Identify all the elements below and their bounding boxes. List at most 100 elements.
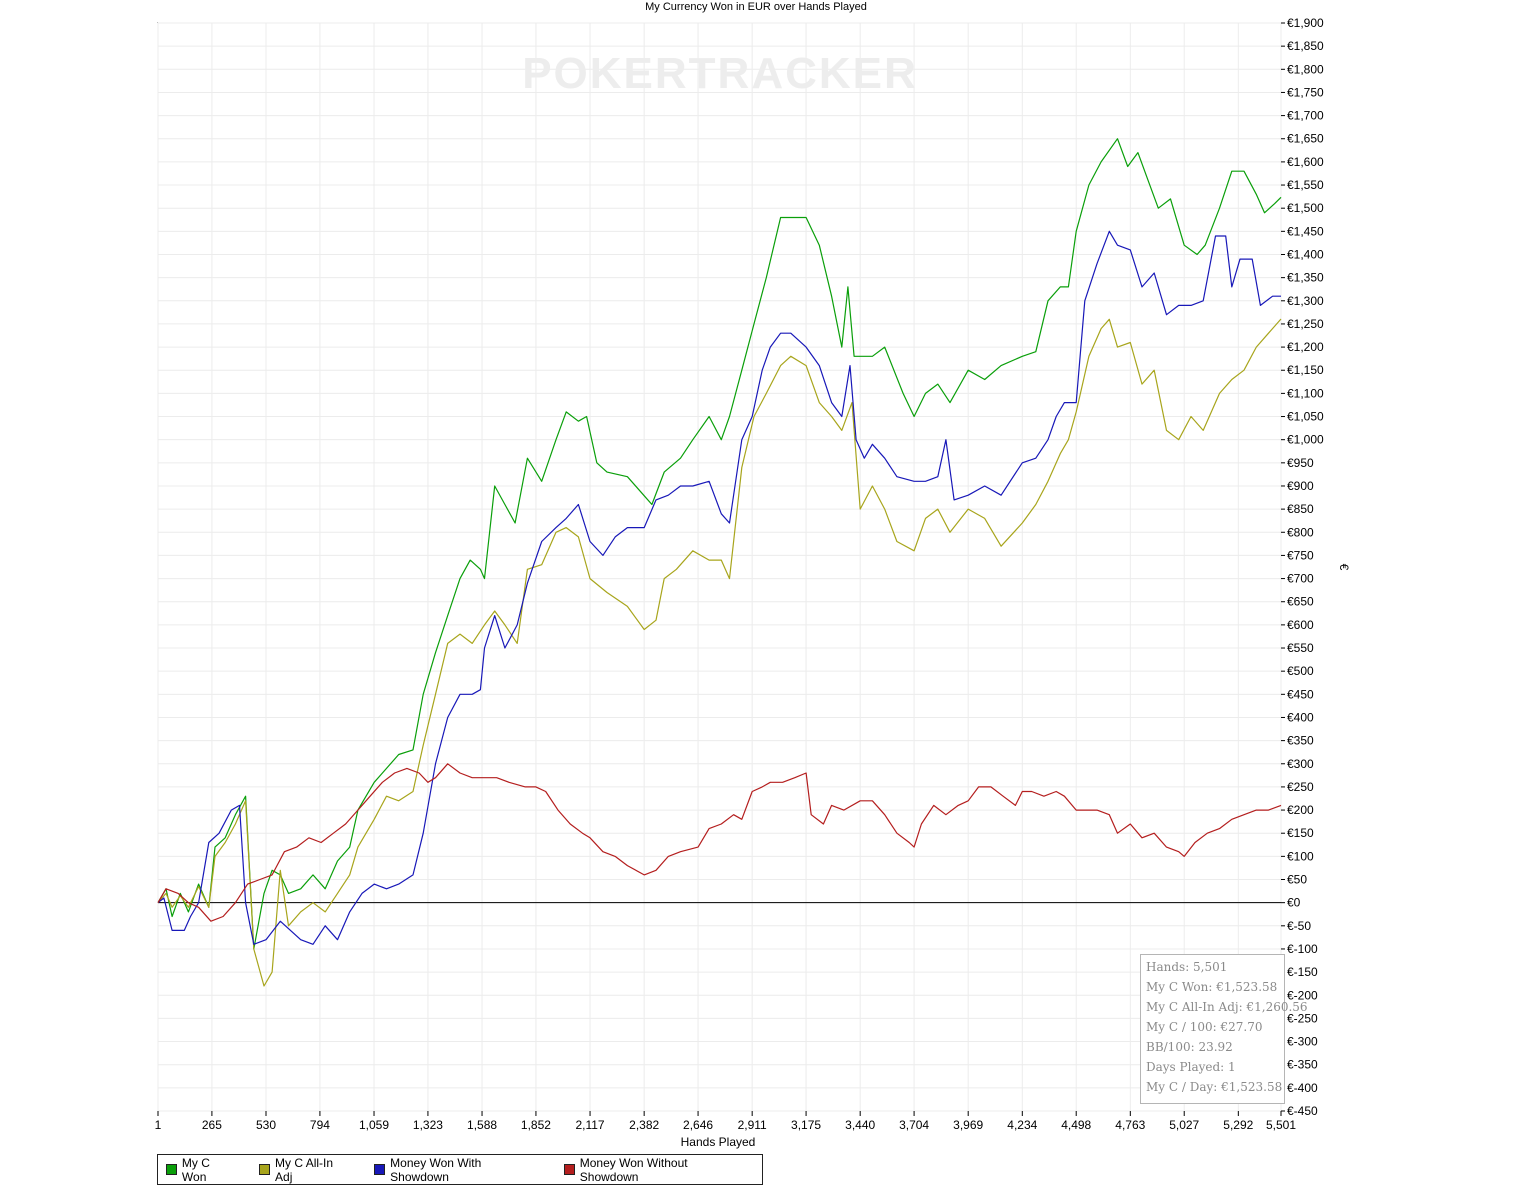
y-tick-label: €1,550 [1287,178,1324,192]
y-tick-label: €1,150 [1287,363,1324,377]
x-tick-label: 3,175 [791,1118,821,1132]
series-group [157,138,1282,987]
legend-swatch [259,1164,271,1175]
legend: My C Won My C All-In Adj Money Won With … [157,1154,763,1185]
x-tick-label: 3,704 [899,1118,929,1132]
y-tick-label: €600 [1287,618,1314,632]
x-tick-label: 4,498 [1061,1118,1091,1132]
y-tick-label: €200 [1287,803,1314,817]
x-tick-label: 1,059 [359,1118,389,1132]
stat-all-in-adj: My C All-In Adj: €1,260.56 [1146,1000,1308,1014]
y-tick-label: €950 [1287,456,1314,470]
stat-per-day: My C / Day: €1,523.58 [1146,1080,1283,1094]
y-tick-label: €-350 [1287,1058,1318,1072]
stat-hands: Hands: 5,501 [1146,960,1228,974]
y-tick-label: €1,800 [1287,62,1324,76]
x-axis: 1 265 530 794 1,059 1,323 1,588 1,852 2,117 2,382… [155,1111,1296,1132]
series-line-0 [157,138,1282,950]
y-tick-label: €1,700 [1287,109,1324,123]
y-tick-label: €350 [1287,734,1314,748]
y-tick-label: €300 [1287,757,1314,771]
y-tick-label: €-250 [1287,1011,1318,1025]
y-tick-label: €450 [1287,687,1314,701]
y-tick-label: €100 [1287,849,1314,863]
y-tick-label: €750 [1287,548,1314,562]
x-tick-label: 5,292 [1223,1118,1253,1132]
y-tick-label: €1,100 [1287,386,1324,400]
x-tick-label: 1 [155,1118,162,1132]
x-tick-label: 5,501 [1266,1118,1296,1132]
x-tick-label: 2,646 [683,1118,713,1132]
x-tick-label: 3,440 [845,1118,875,1132]
stat-per-100: My C / 100: €27.70 [1146,1020,1263,1034]
x-tick-label: 1,323 [413,1118,443,1132]
y-tick-label: €1,750 [1287,85,1324,99]
y-tick-label: €500 [1287,664,1314,678]
y-tick-label: €550 [1287,641,1314,655]
x-tick-label: 5,027 [1169,1118,1199,1132]
x-tick-label: 1,852 [521,1118,551,1132]
stat-days-played: Days Played: 1 [1146,1060,1236,1074]
legend-label: Money Won Without Showdown [579,1155,688,1184]
x-tick-label: 794 [310,1118,330,1132]
y-tick-label: €-50 [1287,919,1311,933]
y-tick-label: €-400 [1287,1081,1318,1095]
y-tick-label: €1,000 [1287,433,1324,447]
x-tick-label: 2,117 [575,1118,604,1132]
y-tick-label: €1,500 [1287,201,1324,215]
chart-title: My Currency Won in EUR over Hands Played [645,1,867,13]
y-tick-label: €250 [1287,780,1314,794]
legend-item-without-showdown[interactable]: Money Won Without Showdown [563,1155,748,1184]
y-tick-label: €1,850 [1287,39,1324,53]
x-tick-label: 3,969 [953,1118,983,1132]
stat-bb-100: BB/100: 23.92 [1146,1040,1233,1054]
y-axis: €-450 €-400 €-350 €-300 €-250 €-200 €-150 €-100… [1281,16,1324,1118]
y-tick-label: €1,650 [1287,132,1324,146]
series-line-3 [157,763,1282,922]
y-tick-label: €850 [1287,502,1314,516]
x-axis-label: Hands Played [681,1135,756,1149]
pokertracker-watermark: POKERTRACKER [522,49,918,98]
plot-area [157,22,1282,1112]
legend-swatch [374,1164,386,1175]
legend-swatch [563,1164,575,1175]
y-tick-label: €1,450 [1287,224,1324,238]
legend-swatch [166,1164,177,1175]
x-tick-label: 265 [202,1118,222,1132]
y-tick-label: €700 [1287,572,1314,586]
y-tick-label: €-150 [1287,965,1318,979]
x-tick-label: 530 [256,1118,276,1132]
y-tick-label: €1,350 [1287,271,1324,285]
y-tick-label: €-200 [1287,988,1318,1002]
y-tick-label: €150 [1287,826,1314,840]
series-line-2 [157,230,1281,945]
x-tick-label: 2,911 [738,1118,767,1132]
y-tick-label: €-100 [1287,942,1318,956]
x-tick-label: 4,234 [1007,1118,1037,1132]
x-tick-label: 1,588 [467,1118,497,1132]
y-tick-label: €400 [1287,710,1314,724]
x-tick-label: 4,763 [1115,1118,1145,1132]
legend-label: My C All-In Adj [275,1155,334,1184]
y-tick-label: €50 [1287,873,1307,887]
legend-label: Money Won With Showdown [390,1155,482,1184]
y-axis-label: € [1337,564,1351,571]
stats-box: Hands: 5,501 My C Won: €1,523.58 My C Al… [1140,954,1308,1104]
y-tick-label: €1,250 [1287,317,1324,331]
legend-label: My C Won [181,1155,210,1184]
y-tick-label: €-450 [1287,1104,1318,1118]
y-tick-label: €1,600 [1287,155,1324,169]
y-tick-label: €900 [1287,479,1314,493]
y-tick-label: €1,050 [1287,410,1324,424]
stat-my-c-won: My C Won: €1,523.58 [1146,980,1278,994]
y-tick-label: €0 [1287,896,1301,910]
legend-item-with-showdown[interactable]: Money Won With Showdown [374,1156,542,1184]
y-tick-label: €800 [1287,525,1314,539]
y-tick-label: €1,900 [1287,16,1324,30]
y-tick-label: €1,200 [1287,340,1324,354]
series-line-1 [157,318,1282,987]
x-tick-label: 2,382 [629,1118,659,1132]
y-tick-label: €1,400 [1287,247,1324,261]
legend-item-all-in-adj[interactable]: My C All-In Adj [259,1156,352,1184]
legend-item-my-c-won[interactable]: My C Won [166,1156,237,1184]
